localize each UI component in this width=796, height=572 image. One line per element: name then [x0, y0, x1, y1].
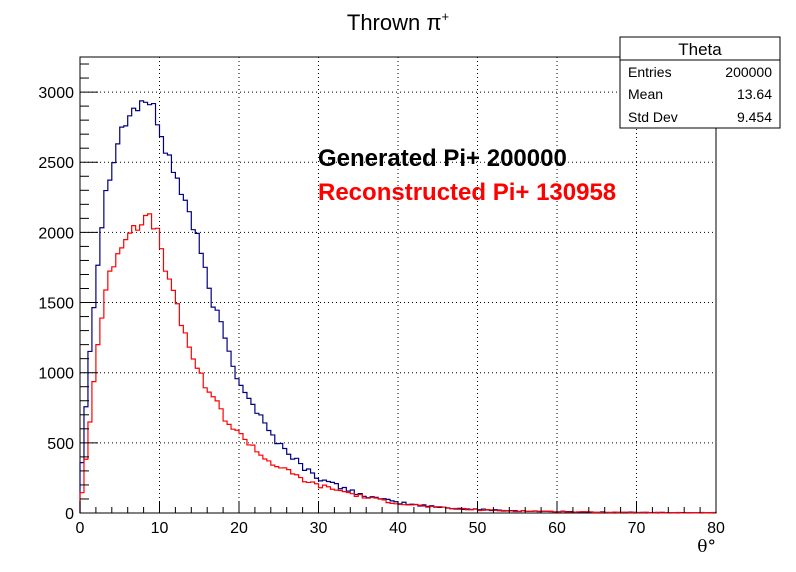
x-tick-label: 0 [76, 520, 85, 537]
stats-mean-value: 13.64 [737, 86, 772, 102]
stats-stddev-label: Std Dev [628, 109, 678, 125]
x-tick-label: 50 [469, 520, 487, 537]
x-tick-label: 60 [548, 520, 566, 537]
x-tick-label: 30 [310, 520, 328, 537]
chart-title: Thrown π+ [347, 9, 449, 35]
stats-mean-label: Mean [628, 86, 663, 102]
stats-box-frame [619, 36, 781, 129]
grid-lines [80, 57, 716, 513]
y-tick-label: 2500 [38, 155, 74, 172]
histogram-series-reconstructed [79, 213, 717, 514]
x-tick-label: 70 [628, 520, 646, 537]
y-tick-label: 3000 [38, 85, 74, 102]
annotation-generated: Generated Pi+ 200000 [318, 145, 567, 172]
x-axis-label: θ° [697, 537, 716, 557]
stats-stddev-value: 9.454 [737, 109, 772, 125]
x-tick-label: 40 [389, 520, 407, 537]
stats-box: Theta Entries 200000 Mean 13.64 Std Dev … [619, 36, 781, 129]
stats-entries-label: Entries [628, 64, 672, 80]
stats-box-title: Theta [678, 40, 722, 59]
chart-title-main: Thrown π [347, 10, 442, 35]
stats-entries-value: 200000 [725, 64, 772, 80]
x-tick-label: 80 [707, 520, 725, 537]
axis-layer: 0 10 20 30 40 50 60 70 80 0 500 1000 1500 2000 2500 300… [38, 63, 725, 537]
y-tick-label: 500 [47, 436, 74, 453]
annotation-reconstructed: Reconstructed Pi+ 130958 [318, 179, 616, 206]
y-tick-label: 0 [65, 506, 74, 523]
chart-title-superscript: + [442, 9, 450, 24]
x-tick-label: 20 [230, 520, 248, 537]
y-tick-label: 1000 [38, 366, 74, 383]
y-tick-label: 2000 [38, 225, 74, 242]
x-tick-label: 10 [151, 520, 169, 537]
y-tick-label: 1500 [38, 296, 74, 313]
